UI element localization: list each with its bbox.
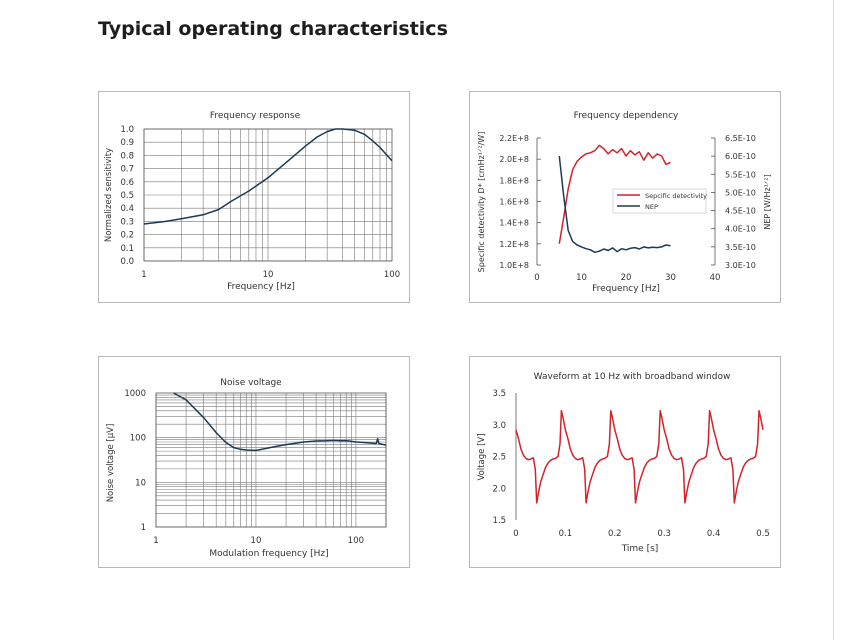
y-tick-label: 1.4E+8 <box>499 219 529 228</box>
y-tick-label: 2.2E+8 <box>499 134 529 143</box>
y-axis-label: Voltage [V] <box>477 433 487 480</box>
y-axis-label: Normalized sensitivity <box>104 148 114 242</box>
x-tick-label: 10 <box>576 273 587 283</box>
x-tick-label: 0.4 <box>707 529 721 539</box>
x-axis-label: Time [s] <box>621 544 659 554</box>
nep-line <box>558 156 671 254</box>
y2-tick-label: 5.5E-10 <box>725 170 756 179</box>
plot-frame <box>143 128 393 262</box>
x-tick-label: 10 <box>263 270 274 280</box>
plot-frame <box>155 392 387 528</box>
x-tick-label: 20 <box>621 273 632 283</box>
x-tick-label: 40 <box>710 273 721 283</box>
y-tick-label: 0.8 <box>120 151 134 161</box>
chart-title: Noise voltage <box>220 378 282 388</box>
y2-tick-label: 3.5E-10 <box>725 243 756 252</box>
y2-tick-label: 4.0E-10 <box>725 225 756 234</box>
x-tick-label: 1 <box>141 270 146 280</box>
frequency-dependency-chart: 1.0E+8 1.2E+8 1.4E+8 1.6E+8 1.8E+8 2.0E+8 2.2E… <box>469 91 781 303</box>
y-tick-label: 0.2 <box>120 231 134 241</box>
y-tick-label: 0.9 <box>120 138 134 148</box>
x-tick-label: 0 <box>513 529 518 539</box>
x-tick-label: 10 <box>251 536 262 546</box>
y-tick-label: 3.0 <box>492 421 506 431</box>
y-tick-label: 3.5 <box>492 389 506 399</box>
x-tick-label: 0.3 <box>657 529 671 539</box>
y-tick-label: 10 <box>135 478 146 488</box>
y-tick-label: 0.6 <box>120 178 134 188</box>
y-tick-label: 0.7 <box>120 165 134 175</box>
chart-title: Frequency response <box>210 111 301 121</box>
page-divider <box>833 0 834 640</box>
y2-tick-label: 3.0E-10 <box>725 261 756 270</box>
y-tick-label: 0.4 <box>120 204 134 214</box>
x-tick-label: 1 <box>153 536 158 546</box>
y2-axis-label: NEP [W/Hz¹ᐟ²] <box>763 174 772 229</box>
x-axis-label: Modulation frequency [Hz] <box>209 549 328 559</box>
x-axis-label: Frequency [Hz] <box>592 284 660 294</box>
y-tick-label: 2.0E+8 <box>499 155 529 164</box>
page-title: Typical operating characteristics <box>98 18 448 40</box>
y-tick-label: 1.6E+8 <box>499 198 529 207</box>
y-tick-label: 1000 <box>124 389 146 399</box>
noise-voltage-chart: 1 10 100 1000 1 10 100 Noise voltage Modulation … <box>98 356 410 568</box>
x-tick-label: 0 <box>534 273 539 283</box>
y2-tick-label: 5.0E-10 <box>725 188 756 197</box>
y-tick-label: 1.0 <box>120 125 134 135</box>
y-tick-label: 2.5 <box>492 453 506 463</box>
y2-tick-label: 4.5E-10 <box>725 207 756 216</box>
y-axis-label: Noise voltage [µV] <box>106 424 116 503</box>
y2-tick-label: 6.5E-10 <box>725 134 756 143</box>
legend-label-nep: NEP <box>645 203 658 211</box>
y-tick-label: 1.0E+8 <box>499 261 529 270</box>
y-tick-label: 0.0 <box>120 257 134 267</box>
x-tick-label: 30 <box>665 273 676 283</box>
x-axis-label: Frequency [Hz] <box>227 282 295 292</box>
y-tick-label: 1.8E+8 <box>499 176 529 185</box>
x-tick-label: 0.1 <box>559 529 573 539</box>
waveform-chart: 1.5 2.0 2.5 3.0 3.5 0 0.1 0.2 0.3 0.4 0.5 Waveform … <box>469 356 781 568</box>
chart-title: Waveform at 10 Hz with broadband window <box>534 372 731 382</box>
chart-title: Frequency dependency <box>574 111 679 121</box>
y-tick-label: 2.0 <box>492 484 506 494</box>
y-tick-label: 100 <box>130 434 146 444</box>
y-tick-label: 1 <box>141 523 146 533</box>
y2-tick-label: 6.0E-10 <box>725 152 756 161</box>
y-tick-label: 0.1 <box>120 244 134 254</box>
y-tick-label: 1.5 <box>492 516 506 526</box>
response-line <box>143 128 393 225</box>
x-tick-label: 100 <box>348 536 364 546</box>
y-tick-label: 0.5 <box>120 191 134 201</box>
x-tick-label: 0.2 <box>608 529 622 539</box>
legend-box <box>612 188 707 214</box>
frequency-response-chart: 0.0 0.1 0.2 0.3 0.4 0.5 0.6 0.7 0.8 0.9 1.0 1 10 100 F… <box>98 91 410 303</box>
waveform-line <box>515 410 764 504</box>
legend-label-detectivity: Sepcific detectivity <box>645 192 707 200</box>
y-axis-label: Specific detectivity D* [cmHz¹ᐟ²/W] <box>477 132 486 273</box>
y-tick-label: 1.2E+8 <box>499 240 529 249</box>
x-tick-label: 0.5 <box>756 529 770 539</box>
y-tick-label: 0.3 <box>120 217 134 227</box>
x-tick-label: 100 <box>384 270 400 280</box>
noise-line <box>173 392 387 452</box>
detectivity-line <box>558 144 671 244</box>
